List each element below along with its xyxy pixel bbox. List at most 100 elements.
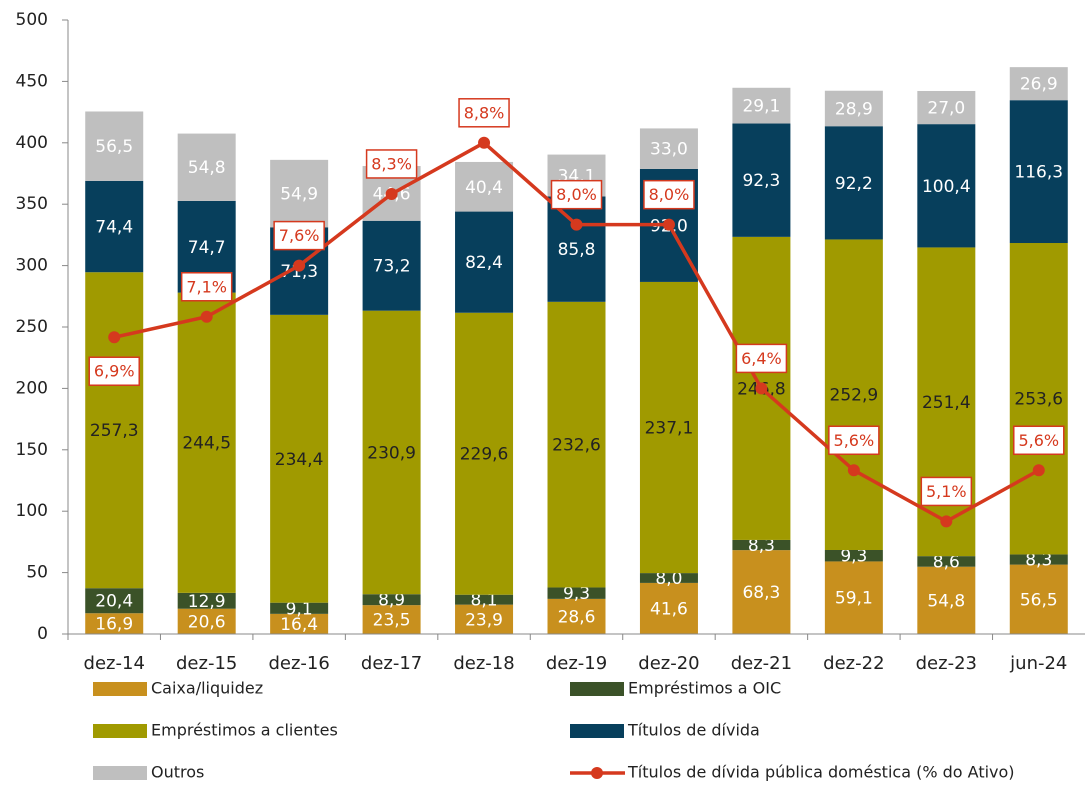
- bar-segment: [362, 310, 421, 595]
- bar-segment: [639, 573, 698, 583]
- bar-segment: [1009, 564, 1068, 634]
- bar-value-label: 23,9: [465, 610, 503, 630]
- bar-segment: [85, 272, 144, 589]
- bar-value-label: 20,6: [188, 612, 226, 632]
- legend-swatch: [93, 766, 147, 780]
- line-point: [570, 218, 583, 231]
- x-tick-label: dez-19: [546, 653, 607, 674]
- bar-segment: [85, 180, 144, 273]
- bar-segment: [270, 159, 329, 228]
- y-tick-label: 250: [16, 317, 48, 337]
- bar-value-label: 8,9: [378, 591, 405, 611]
- bar-value-label: 8,6: [933, 552, 960, 572]
- x-tick-label: dez-21: [731, 653, 792, 674]
- bar-segment: [547, 301, 606, 588]
- bar-value-label: 73,2: [373, 257, 411, 277]
- x-tick-label: dez-23: [916, 653, 977, 674]
- bar-value-label: 8,1: [471, 591, 498, 611]
- bar-segment: [455, 604, 514, 634]
- legend-swatch: [93, 724, 147, 738]
- bar-segment: [455, 312, 514, 595]
- bar-segment: [639, 281, 698, 574]
- bar-segment: [455, 161, 514, 212]
- line-label-box: [643, 179, 695, 210]
- legend-swatch: [570, 724, 624, 738]
- bar-value-label: 9,3: [840, 547, 867, 567]
- line-label-box: [88, 356, 140, 386]
- x-tick-label: jun-24: [1009, 653, 1067, 674]
- bar-value-label: 27,0: [927, 99, 965, 119]
- bar-segment: [824, 126, 883, 240]
- bar-value-label: 8,3: [748, 536, 775, 556]
- bar-value-label: 56,5: [95, 137, 133, 157]
- line-label-box: [273, 220, 325, 251]
- y-tick-label: 500: [16, 10, 48, 30]
- bar-value-label: 54,9: [280, 185, 318, 205]
- y-tick-label: 350: [16, 194, 48, 214]
- bar-value-label: 251,4: [922, 393, 971, 413]
- bar-value-label: 9,3: [563, 584, 590, 604]
- bar-value-label: 8,3: [1025, 551, 1052, 571]
- bar-segment: [547, 587, 606, 599]
- line-value-label: 8,0%: [556, 185, 597, 204]
- x-tick-label: dez-16: [268, 653, 329, 674]
- line-point: [108, 331, 121, 344]
- bar-value-label: 92,2: [835, 174, 873, 194]
- line-point: [385, 187, 398, 200]
- x-tick-label: dez-22: [823, 653, 884, 674]
- bar-value-label: 41,6: [650, 599, 688, 619]
- line-point: [200, 310, 213, 323]
- bar-value-label: 54,8: [927, 591, 965, 611]
- bar-segment: [547, 196, 606, 302]
- bar-segment: [917, 566, 976, 634]
- bar-value-label: 26,9: [1020, 75, 1058, 95]
- bar-segment: [177, 608, 236, 634]
- bar-segment: [917, 90, 976, 125]
- y-tick-label: 400: [16, 133, 48, 153]
- line-label-box: [365, 149, 418, 179]
- bar-segment: [824, 239, 883, 551]
- y-tick-label: 100: [16, 501, 48, 521]
- bar-value-label: 100,4: [922, 177, 971, 197]
- bar-segment: [177, 292, 236, 593]
- bar-value-label: 234,4: [275, 450, 324, 470]
- bar-value-label: 232,6: [552, 436, 601, 456]
- bar-segment: [1009, 243, 1068, 555]
- legend-label: Outros: [151, 763, 204, 782]
- line-point: [662, 218, 675, 231]
- bar-segment: [732, 87, 791, 124]
- bar-segment: [362, 220, 421, 311]
- bar-segment: [732, 123, 791, 237]
- bar-value-label: 68,3: [742, 583, 780, 603]
- x-tick-label: dez-17: [361, 653, 422, 674]
- legend-marker: [591, 767, 603, 779]
- x-tick-label: dez-14: [84, 653, 145, 674]
- line-label-box: [828, 425, 880, 456]
- bar-segment: [1009, 100, 1068, 244]
- line-label-box: [735, 343, 788, 374]
- bar-segment: [824, 90, 883, 127]
- bar-segment: [455, 594, 514, 605]
- line-label-box: [458, 98, 510, 128]
- bar-value-label: 28,6: [558, 607, 596, 627]
- bar-segment: [455, 211, 514, 313]
- bar-segment: [270, 314, 329, 603]
- bar-value-label: 257,3: [90, 421, 139, 441]
- bar-value-label: 29,1: [742, 97, 780, 117]
- bar-value-label: 252,9: [830, 386, 879, 406]
- bar-value-label: 54,8: [188, 158, 226, 178]
- bar-value-label: 9,1: [286, 599, 313, 619]
- line-value-label: 5,1%: [926, 482, 967, 501]
- line-value-label: 5,6%: [1018, 431, 1059, 450]
- bar-segment: [639, 128, 698, 169]
- bar-value-label: 116,3: [1014, 163, 1063, 183]
- line-point: [755, 382, 768, 395]
- bar-value-label: 23,5: [373, 611, 411, 631]
- bar-value-label: 28,9: [835, 99, 873, 119]
- bar-value-label: 33,0: [650, 140, 688, 160]
- bar-value-label: 85,8: [558, 240, 596, 260]
- line-value-label: 8,3%: [371, 154, 412, 173]
- bar-value-label: 40,4: [465, 178, 503, 198]
- line-label-box: [1013, 425, 1065, 456]
